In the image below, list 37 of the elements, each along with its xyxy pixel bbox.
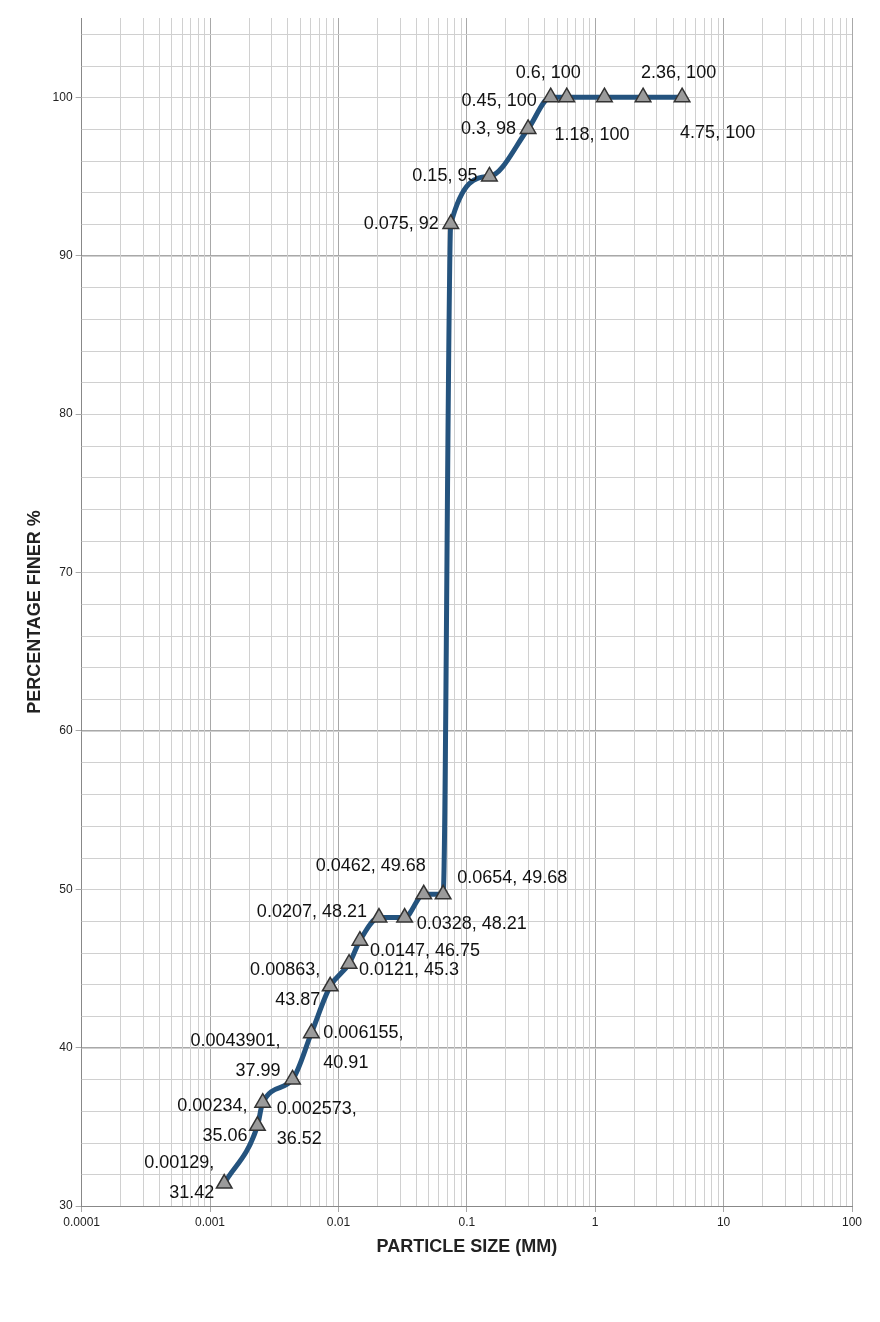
- data-label: 0.00129, 31.42: [144, 1152, 215, 1203]
- data-label: 0.00863, 43.87: [250, 959, 321, 1010]
- data-label: 0.0654, 49.68: [457, 867, 568, 888]
- y-tick-label: 50: [59, 881, 73, 896]
- y-tick-label: 60: [59, 723, 73, 738]
- x-tick-label: 10: [716, 1214, 731, 1229]
- data-label: 0.3, 98: [461, 117, 517, 138]
- data-label: 0.00234, 35.06: [177, 1094, 248, 1145]
- data-label: 1.18, 100: [554, 124, 630, 145]
- data-label: 0.0328, 48.21: [416, 912, 527, 933]
- data-label: 0.0462, 49.68: [315, 855, 426, 876]
- data-label: 0.075, 92: [363, 212, 439, 233]
- data-label: 0.45, 100: [461, 90, 537, 111]
- x-axis-title: PARTICLE SIZE (MM): [376, 1236, 558, 1257]
- y-tick-label: 90: [59, 247, 73, 262]
- y-tick-label: 30: [59, 1198, 73, 1213]
- data-label: 2.36, 100: [641, 62, 717, 83]
- data-label: 4.75, 100: [680, 122, 756, 143]
- x-tick-label: 100: [841, 1214, 863, 1229]
- y-axis-title: PERCENTAGE FINER %: [23, 510, 44, 714]
- x-tick-label: 0.1: [458, 1214, 476, 1229]
- data-label: 0.002573, 36.52: [276, 1097, 357, 1148]
- x-tick-label: 1: [591, 1214, 599, 1229]
- y-tick-label: 100: [52, 89, 73, 104]
- x-tick-label: 0.001: [195, 1214, 226, 1229]
- data-label: 0.15, 95: [412, 165, 478, 186]
- y-tick-label: 70: [59, 564, 73, 579]
- y-tick-label: 40: [59, 1039, 73, 1054]
- x-tick-label: 0.0001: [63, 1214, 101, 1229]
- data-label: 0.6, 100: [515, 62, 581, 83]
- data-label: 0.0207, 48.21: [256, 900, 367, 921]
- data-label: 0.0147, 46.75: [369, 939, 481, 960]
- y-tick-label: 80: [59, 406, 73, 421]
- data-label: 0.006155, 40.91: [323, 1022, 404, 1073]
- data-label: 0.0043901, 37.99: [190, 1030, 281, 1081]
- x-tick-label: 0.01: [326, 1214, 351, 1229]
- data-label: 0.0121, 45.3: [359, 958, 460, 979]
